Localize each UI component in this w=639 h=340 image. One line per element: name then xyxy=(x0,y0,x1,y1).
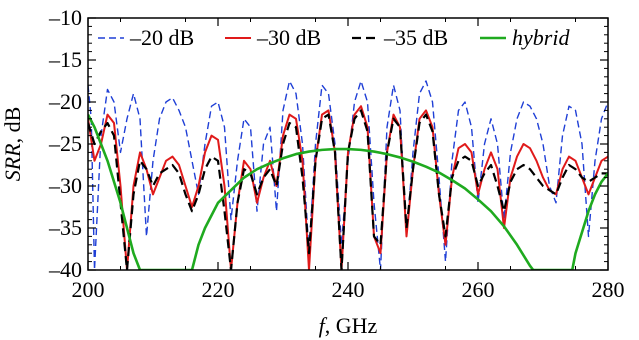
legend-label-1: –20 dB xyxy=(129,25,194,50)
legend-label-4: hybrid xyxy=(512,25,570,50)
y-tick-label: –40 xyxy=(48,257,82,282)
y-tick-label: –15 xyxy=(48,47,82,72)
series-layer xyxy=(88,80,608,270)
x-axis-label: f, GHz xyxy=(319,313,378,338)
plot-area xyxy=(88,18,608,270)
y-axis-label: SRR, dB xyxy=(0,107,25,182)
y-tick-label: –30 xyxy=(48,173,82,198)
x-tick-label: 220 xyxy=(202,277,235,302)
legend-label-2: –30 dB xyxy=(256,25,321,50)
x-tick-label: 200 xyxy=(72,277,105,302)
legend: –20 dB –30 dB –35 dB hybrid xyxy=(98,25,570,50)
y-tick-label: –35 xyxy=(48,215,82,240)
y-tick-label: –10 xyxy=(48,5,82,30)
tick-layer: 200 220 240 260 280 –10 –15 –20 –25 –30 –35 –40 xyxy=(48,5,625,302)
legend-label-3: –35 dB xyxy=(383,25,448,50)
y-tick-label: –20 xyxy=(48,89,82,114)
series-line-3 xyxy=(88,109,608,270)
series-line-1 xyxy=(88,80,608,270)
x-tick-label: 260 xyxy=(462,277,495,302)
series-line-4 xyxy=(88,114,608,270)
series-line-2 xyxy=(88,105,608,270)
x-tick-label: 280 xyxy=(592,277,625,302)
y-tick-label: –25 xyxy=(48,131,82,156)
x-tick-label: 240 xyxy=(332,277,365,302)
